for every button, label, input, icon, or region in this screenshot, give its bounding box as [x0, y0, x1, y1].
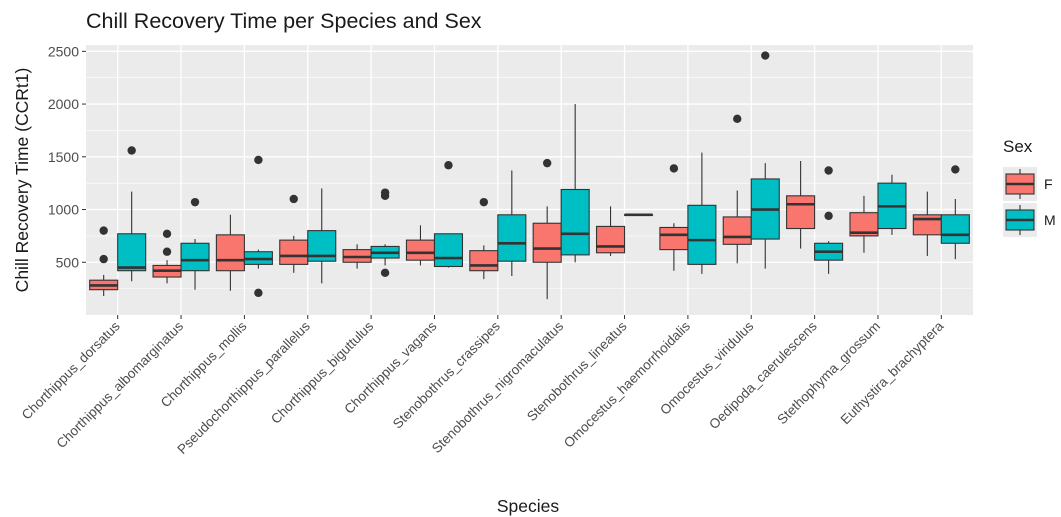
box-F-Stenobothrus_nigromaculatus [532, 158, 562, 300]
box-body [687, 204, 717, 265]
outlier-point [380, 268, 390, 278]
box-M-Chorthippus_biguttulus [370, 188, 400, 278]
outlier-point [669, 164, 679, 173]
box-F-Stenobothrus_lineatus [595, 206, 626, 256]
outlier-point [254, 155, 263, 165]
box-body [469, 250, 499, 272]
chart-title: Chill Recovery Time per Species and Sex [86, 9, 482, 33]
box-M-Oedipoda_caerulescens [814, 166, 844, 274]
box-M-Chorthippus_dorsatus [117, 146, 147, 282]
outlier-point [127, 146, 136, 155]
outlier-point [824, 166, 833, 175]
y-tick-label: 2500 [48, 43, 79, 59]
box-M-Omocestus_haemorrhoidalis [687, 152, 717, 274]
box-M-Omocestus_viridulus [750, 51, 780, 269]
x-tick-label: Chorthippus_biguttulus [268, 318, 376, 426]
box-F-Euthystira_brachyptera [912, 191, 942, 256]
box-M-Stethophyma_grossum [877, 174, 907, 235]
x-tick-label: Pseudochorthippus_parallelus [174, 318, 313, 457]
box-body [940, 214, 970, 244]
legend: Sex F M [1003, 137, 1056, 237]
outlier-point [542, 158, 552, 168]
outlier-point [190, 197, 200, 207]
box-M-Stenobothrus_lineatus [623, 213, 654, 217]
legend-label: M [1044, 212, 1056, 228]
x-tick-label: Stenobothrus_nigromaculatus [429, 318, 567, 456]
box-M-Chorthippus_mollis [243, 155, 273, 298]
box-M-Stenobothrus_crassipes [497, 170, 527, 276]
box-F-Pseudochorthippus_parallelus [279, 194, 309, 273]
y-tick-label: 1000 [48, 202, 79, 218]
box-M-Chorthippus_vagans [433, 161, 464, 268]
box-body [497, 214, 527, 262]
outlier-point [444, 161, 453, 170]
x-tick-label: Euthystira_brachyptera [838, 318, 947, 427]
y-tick-label: 2000 [48, 96, 79, 112]
outlier-point [289, 194, 298, 204]
box-body [595, 225, 626, 254]
x-tick-label: Stenobothrus_crassipes [390, 318, 503, 431]
outlier-point [162, 229, 172, 238]
legend-label: F [1044, 176, 1053, 192]
box-body [215, 234, 245, 272]
box-body [560, 188, 590, 256]
legend-key-M: M [1003, 203, 1056, 237]
x-axis-label: Species [497, 496, 560, 516]
outlier-point [733, 114, 742, 124]
outlier-point [951, 165, 960, 174]
box-F-Oedipoda_caerulescens [786, 161, 816, 249]
x-tick-label: Omocestus_haemorrhoidalis [561, 318, 693, 450]
outlier-point [99, 226, 108, 235]
box-body [279, 239, 309, 265]
outlier-point [761, 51, 770, 60]
outlier-point [99, 254, 108, 264]
box-body [786, 195, 816, 230]
outlier-point [380, 188, 390, 197]
outlier-point [479, 197, 489, 207]
box-body [405, 239, 436, 261]
plot-panel [86, 45, 973, 315]
box-M-Chorthippus_albomarginatus [180, 197, 210, 290]
y-axis-label: Chill Recovery Time (CCRt1) [12, 68, 32, 293]
box-F-Chorthippus_mollis [215, 214, 245, 291]
box-body [532, 222, 562, 263]
box-F-Chorthippus_biguttulus [342, 244, 372, 269]
box-body [180, 242, 210, 272]
legend-key-F: F [1003, 167, 1053, 201]
x-tick-label: Chorthippus_albomarginatus [53, 318, 186, 451]
x-tick-label: Oedipoda_caerulescens [706, 318, 820, 432]
box-F-Chorthippus_vagans [405, 225, 436, 266]
box-M-Euthystira_brachyptera [940, 165, 970, 260]
box-layer [89, 51, 970, 300]
box-body [117, 233, 147, 272]
box-M-Pseudochorthippus_parallelus [307, 188, 337, 284]
outlier-point [824, 211, 833, 221]
outlier-point [254, 288, 263, 298]
box-F-Stenobothrus_crassipes [469, 197, 499, 280]
box-body [433, 233, 464, 268]
box-F-Chorthippus_dorsatus [89, 226, 119, 297]
box-F-Omocestus_haemorrhoidalis [659, 164, 689, 271]
box-body [722, 216, 752, 245]
y-tick-label: 500 [56, 254, 80, 270]
box-M-Stenobothrus_nigromaculatus [560, 104, 590, 263]
y-tick-label: 1500 [48, 149, 79, 165]
legend-title: Sex [1003, 137, 1033, 156]
outlier-point [162, 247, 172, 256]
box-body [659, 226, 689, 251]
x-tick-label: Stethophyma_grossum [774, 319, 883, 428]
